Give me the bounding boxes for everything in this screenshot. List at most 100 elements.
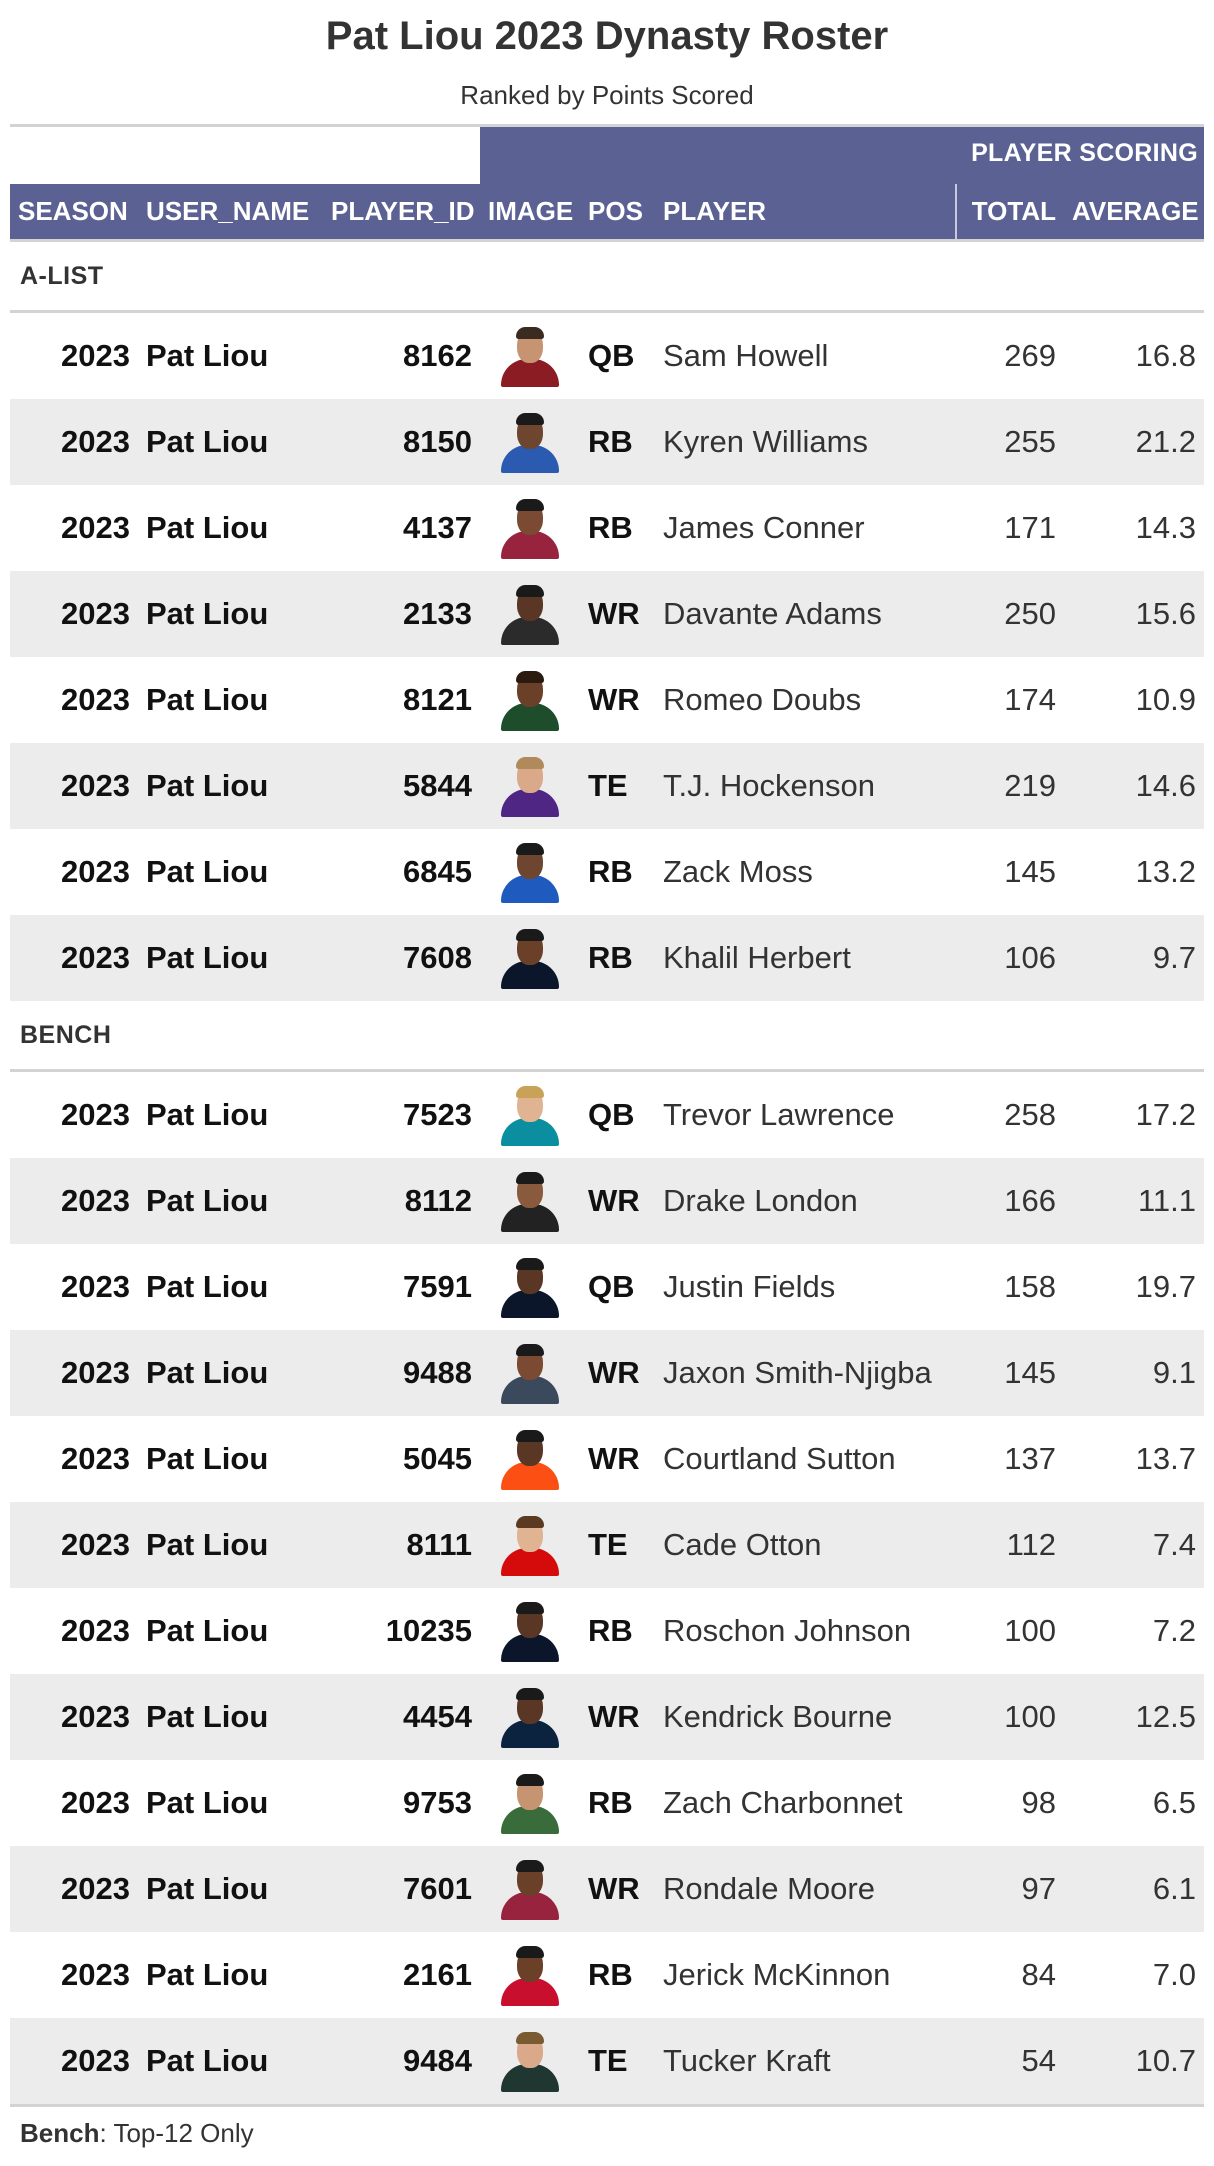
cell-player-id: 5045 (403, 1441, 472, 1476)
player-headshot (497, 1858, 563, 1920)
cell-total: 98 (1021, 1785, 1056, 1820)
cell-player-id: 8162 (403, 338, 472, 373)
footnote-text: : Top-12 Only (99, 2118, 254, 2148)
cell-user-name: Pat Liou (146, 2043, 269, 2078)
cell-player: Courtland Sutton (663, 1441, 896, 1476)
cell-pos: WR (588, 1183, 640, 1218)
table-row: 2023 Pat Liou 9753 RB Zach Charbonnet 98 6.5 (10, 1760, 1204, 1846)
cell-total: 112 (1006, 1527, 1056, 1562)
headshot-jersey (501, 961, 559, 989)
cell-user-name: Pat Liou (146, 1613, 269, 1648)
cell-season: 2023 (61, 1699, 130, 1734)
headshot-jersey (501, 1118, 559, 1146)
cell-user-name: Pat Liou (146, 1441, 269, 1476)
cell-player: James Conner (663, 510, 865, 545)
cell-player-id: 5844 (403, 768, 472, 803)
cell-average: 19.7 (1135, 1269, 1196, 1304)
player-headshot (497, 1772, 563, 1834)
column-header-image: IMAGE (488, 196, 574, 226)
headshot-hair (516, 1258, 544, 1270)
headshot-hair (516, 1946, 544, 1958)
cell-image (480, 669, 580, 731)
cell-total: 145 (1004, 1355, 1056, 1390)
cell-season: 2023 (61, 1097, 130, 1132)
cell-player-id: 10235 (385, 1613, 472, 1648)
group-label: BENCH (20, 1020, 112, 1049)
group-rows: 2023 Pat Liou 7523 QB Trevor Lawrence 258 17.2… (10, 1072, 1204, 2104)
cell-player-id: 4454 (403, 1699, 472, 1734)
headshot-hair (516, 1344, 544, 1356)
footnote: Bench: Top-12 Only (20, 2118, 254, 2149)
table-bottom-rule (10, 2104, 1204, 2107)
cell-player: Jaxon Smith-Njigba (663, 1355, 932, 1390)
cell-image (480, 755, 580, 817)
table-row: 2023 Pat Liou 2133 WR Davante Adams 250 15.6 (10, 571, 1204, 657)
cell-average: 10.7 (1135, 2043, 1196, 2078)
cell-pos: RB (588, 1957, 633, 1992)
cell-user-name: Pat Liou (146, 338, 269, 373)
table-row: 2023 Pat Liou 8121 WR Romeo Doubs 174 10.9 (10, 657, 1204, 743)
cell-player-id: 8121 (403, 682, 472, 717)
cell-player: Zack Moss (663, 854, 813, 889)
cell-average: 7.4 (1152, 1527, 1196, 1562)
cell-average: 12.5 (1135, 1699, 1196, 1734)
player-headshot (497, 841, 563, 903)
player-headshot (497, 927, 563, 989)
headshot-hair (516, 1774, 544, 1786)
cell-pos: WR (588, 1441, 640, 1476)
column-header-player: PLAYER (663, 196, 767, 226)
group-rows: 2023 Pat Liou 8162 QB Sam Howell 269 16.8 2023 P… (10, 313, 1204, 1001)
player-headshot (497, 497, 563, 559)
headshot-hair (516, 671, 544, 683)
cell-player-id: 9753 (403, 1785, 472, 1820)
cell-season: 2023 (61, 1355, 130, 1390)
cell-player: Trevor Lawrence (663, 1097, 895, 1132)
cell-average: 9.7 (1152, 940, 1196, 975)
table-row: 2023 Pat Liou 5045 WR Courtland Sutton 137 13.… (10, 1416, 1204, 1502)
cell-player: Jerick McKinnon (663, 1957, 891, 1992)
cell-pos: WR (588, 1871, 640, 1906)
cell-user-name: Pat Liou (146, 1269, 269, 1304)
player-headshot (497, 1514, 563, 1576)
cell-pos: WR (588, 596, 640, 631)
table-row: 2023 Pat Liou 7601 WR Rondale Moore 97 6.1 (10, 1846, 1204, 1932)
player-headshot (497, 1686, 563, 1748)
cell-total: 171 (1004, 510, 1056, 545)
table-row: 2023 Pat Liou 7608 RB Khalil Herbert 106 9.7 (10, 915, 1204, 1001)
footnote-bold: Bench (20, 2118, 100, 2148)
column-header-total: TOTAL (955, 184, 1064, 239)
headshot-jersey (501, 1548, 559, 1576)
cell-player-id: 7591 (403, 1269, 472, 1304)
cell-average: 15.6 (1135, 596, 1196, 631)
table-row: 2023 Pat Liou 4454 WR Kendrick Bourne 100 12.5 (10, 1674, 1204, 1760)
cell-season: 2023 (61, 1183, 130, 1218)
cell-player: Khalil Herbert (663, 940, 851, 975)
cell-player: Zach Charbonnet (663, 1785, 903, 1820)
table-row: 2023 Pat Liou 9488 WR Jaxon Smith-Njigba 145 9… (10, 1330, 1204, 1416)
cell-total: 137 (1004, 1441, 1056, 1476)
player-headshot (497, 669, 563, 731)
cell-player-id: 6845 (403, 854, 472, 889)
cell-pos: WR (588, 682, 640, 717)
cell-player: Sam Howell (663, 338, 829, 373)
table-row: 2023 Pat Liou 8112 WR Drake London 166 11.1 (10, 1158, 1204, 1244)
headshot-jersey (501, 1806, 559, 1834)
headshot-jersey (501, 1376, 559, 1404)
cell-user-name: Pat Liou (146, 1355, 269, 1390)
cell-total: 54 (1021, 2043, 1056, 2078)
cell-pos: RB (588, 1785, 633, 1820)
group-rule (10, 310, 1204, 313)
cell-image (480, 411, 580, 473)
cell-image (480, 2030, 580, 2092)
cell-pos: TE (588, 768, 628, 803)
headshot-hair (516, 1860, 544, 1872)
header-rule (10, 239, 1204, 242)
cell-average: 13.2 (1135, 854, 1196, 889)
cell-player: Romeo Doubs (663, 682, 862, 717)
page-title: Pat Liou 2023 Dynasty Roster (325, 14, 889, 58)
cell-player-id: 8112 (404, 1183, 472, 1218)
player-headshot (497, 411, 563, 473)
cell-player-id: 9488 (403, 1355, 472, 1390)
cell-image (480, 1858, 580, 1920)
cell-season: 2023 (61, 2043, 130, 2078)
